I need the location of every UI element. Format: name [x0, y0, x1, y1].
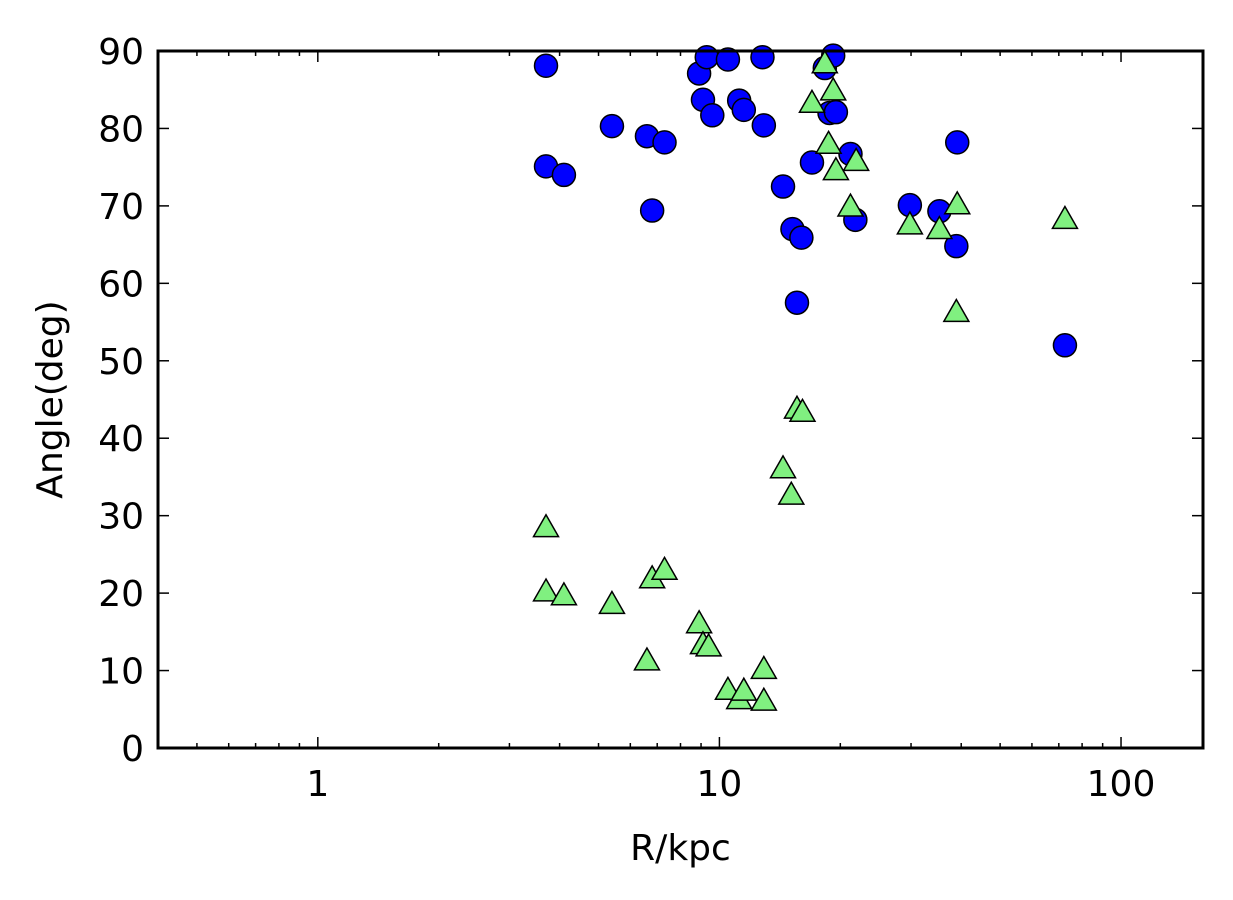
triangle-point [814, 129, 843, 155]
triangle-point [925, 215, 954, 240]
circle-point [551, 162, 577, 188]
triangle-point [750, 654, 778, 680]
y-tick-label: 70 [98, 187, 144, 228]
circle-point [789, 225, 814, 250]
triangle-point [750, 686, 778, 711]
circle-point [700, 103, 725, 128]
y-axis-label: Angle(deg) [30, 300, 71, 498]
triangle-point [943, 190, 972, 215]
triangle-point [532, 513, 560, 538]
circle-point [715, 47, 741, 72]
triangle-point [650, 555, 679, 581]
circle-point [750, 44, 775, 70]
circle-point [770, 174, 796, 199]
triangle-point [836, 192, 865, 217]
circle-point [944, 130, 970, 155]
circle-point [823, 99, 849, 125]
circle-point [694, 44, 720, 70]
x-axis-label: R/kpc [630, 828, 731, 869]
triangle-point [798, 88, 826, 114]
triangle-point [842, 146, 870, 172]
y-tick-label: 60 [98, 264, 144, 305]
y-axis-ticks: 0 10 20 30 40 50 60 70 80 90 [98, 32, 1203, 770]
y-tick-label: 50 [98, 342, 144, 383]
triangle-point [1051, 205, 1079, 230]
triangle-point [788, 397, 817, 423]
x-tick-label: 100 [1087, 764, 1156, 805]
triangle-point [694, 632, 723, 657]
triangle-point [942, 297, 971, 323]
x-tick-label: 10 [697, 764, 743, 805]
y-tick-label: 20 [98, 574, 144, 615]
y-tick-label: 10 [98, 652, 144, 693]
circle-point [652, 130, 677, 155]
circle-point [944, 233, 969, 259]
x-tick-label: 1 [306, 764, 329, 805]
plot-area-frame [156, 49, 1205, 750]
triangle-point [550, 581, 578, 606]
circle-point [731, 97, 757, 123]
triangle-point [532, 577, 560, 602]
y-tick-label: 40 [98, 419, 144, 460]
x-axis-ticks: 1 10 100 [157, 51, 1156, 805]
triangle-point [685, 609, 713, 634]
y-tick-label: 80 [98, 109, 144, 150]
circle-point [639, 198, 665, 223]
triangle-point [819, 76, 847, 101]
y-tick-label: 30 [98, 497, 144, 538]
y-tick-label: 0 [121, 729, 144, 770]
triangle-point [896, 210, 924, 235]
data-markers [532, 43, 1079, 711]
y-tick-label: 90 [98, 32, 144, 73]
circle-point [533, 53, 559, 78]
triangle-point [777, 480, 806, 505]
circle-point [784, 290, 810, 315]
triangle-point [811, 49, 839, 74]
circle-point [599, 113, 625, 139]
triangle-point [822, 156, 850, 181]
triangle-point [730, 676, 758, 701]
triangle-point [769, 454, 797, 479]
circle-point [1052, 333, 1078, 358]
circle-point [751, 113, 777, 138]
circle-point [799, 150, 825, 175]
triangle-point [633, 646, 661, 671]
triangle-point [598, 589, 626, 615]
